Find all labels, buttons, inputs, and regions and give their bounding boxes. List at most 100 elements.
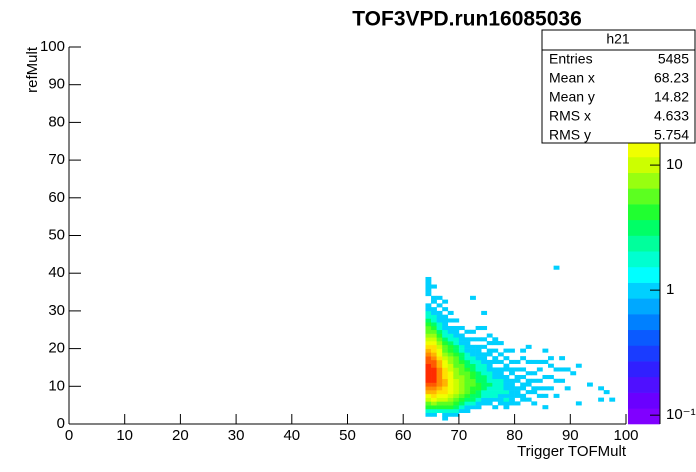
- color-band: [628, 219, 660, 236]
- stat-value: 68.23: [654, 70, 689, 86]
- stat-value: 5485: [658, 51, 689, 67]
- cell: [436, 295, 443, 300]
- cell: [453, 352, 460, 357]
- cell: [425, 386, 432, 391]
- cell: [431, 412, 437, 417]
- cell: [431, 344, 437, 349]
- cell: [436, 318, 443, 323]
- cell: [442, 337, 449, 342]
- cell: [447, 352, 454, 357]
- cell: [525, 382, 532, 387]
- cell: [425, 276, 432, 282]
- cell: [470, 367, 476, 372]
- cell: [453, 371, 460, 376]
- cell: [470, 405, 476, 410]
- cell: [492, 397, 499, 402]
- cell: [453, 329, 460, 334]
- cell: [425, 284, 432, 289]
- cell: [464, 393, 471, 398]
- cell: [464, 371, 471, 376]
- cell: [464, 341, 471, 346]
- cell: [442, 386, 449, 391]
- cell: [447, 348, 454, 353]
- cell: [431, 374, 437, 380]
- cell: [436, 329, 443, 334]
- cell: [470, 359, 476, 364]
- cell: [464, 348, 471, 353]
- cell: [442, 374, 449, 380]
- cell: [531, 371, 538, 376]
- cell: [458, 371, 465, 376]
- y-tick-label: 40: [48, 264, 65, 281]
- cell: [458, 348, 465, 353]
- cell: [442, 371, 449, 376]
- cell: [425, 405, 432, 410]
- color-band: [628, 314, 660, 331]
- cell: [587, 382, 593, 387]
- cell: [509, 378, 515, 383]
- cell: [453, 363, 460, 368]
- cell: [436, 382, 443, 387]
- cell: [458, 408, 465, 413]
- cell: [425, 292, 432, 297]
- cell: [520, 367, 527, 372]
- color-band: [628, 188, 660, 205]
- cell: [514, 367, 521, 372]
- cell: [525, 397, 532, 402]
- cell: [447, 412, 454, 417]
- cell: [464, 401, 471, 406]
- cell: [442, 363, 449, 368]
- cell: [442, 397, 449, 402]
- y-tick-label: 70: [48, 151, 65, 168]
- cell: [436, 325, 443, 331]
- cell: [486, 374, 493, 380]
- cell: [464, 382, 471, 387]
- cell: [503, 405, 510, 410]
- stat-value: 5.754: [654, 127, 689, 143]
- cell: [458, 363, 465, 368]
- cell: [431, 367, 437, 372]
- cell: [531, 386, 538, 391]
- stat-value: 4.633: [654, 108, 689, 124]
- cell: [542, 386, 549, 391]
- cell: [481, 386, 488, 391]
- cell: [436, 333, 443, 338]
- cell: [525, 359, 532, 364]
- cell: [453, 408, 460, 413]
- cell: [464, 390, 471, 395]
- cell: [442, 333, 449, 338]
- cell: [464, 374, 471, 380]
- cell: [548, 374, 554, 380]
- cell: [475, 363, 482, 368]
- cell: [447, 318, 454, 323]
- stat-label: RMS y: [549, 127, 591, 143]
- cell: [442, 405, 449, 410]
- color-band: [628, 408, 660, 425]
- cell: [425, 393, 432, 398]
- cell: [531, 378, 538, 383]
- cell: [509, 401, 515, 406]
- cell: [520, 393, 527, 398]
- cell: [453, 318, 460, 323]
- cell: [442, 314, 449, 319]
- cell: [470, 371, 476, 376]
- cell: [453, 337, 460, 342]
- color-band: [628, 156, 660, 173]
- color-band: [628, 282, 660, 299]
- y-tick-label: 90: [48, 76, 65, 93]
- cell: [503, 356, 510, 361]
- cell: [492, 393, 499, 398]
- cell: [431, 352, 437, 357]
- cell: [425, 401, 432, 406]
- cell: [436, 371, 443, 376]
- cell: [509, 359, 515, 364]
- cell: [453, 412, 460, 417]
- cell: [431, 307, 437, 312]
- cell: [436, 401, 443, 406]
- cell: [442, 307, 449, 312]
- cell: [486, 341, 493, 346]
- cell: [436, 397, 443, 402]
- cell: [481, 325, 488, 331]
- cell: [598, 386, 605, 391]
- cell: [458, 341, 465, 346]
